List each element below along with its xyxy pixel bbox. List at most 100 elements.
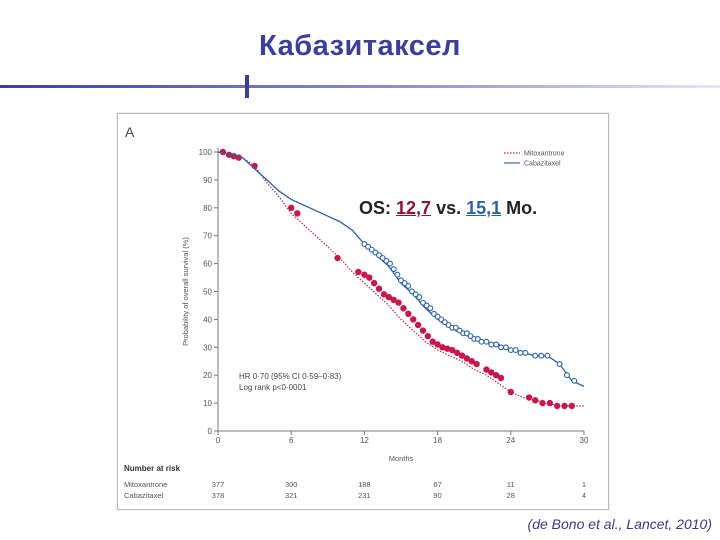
os-value-mitoxantrone: 12,7: [396, 198, 432, 218]
censor-mark-mitoxantrone: [380, 291, 388, 298]
censor-mark-cabazitaxel: [544, 352, 551, 359]
x-tick-label: 18: [433, 436, 442, 445]
risk-count: 377: [212, 480, 225, 489]
censor-mark-mitoxantrone: [546, 399, 554, 407]
censor-mark-mitoxantrone: [539, 399, 546, 407]
censor-mark-cabazitaxel: [556, 361, 563, 367]
censor-mark-mitoxantrone: [419, 327, 427, 334]
os-prefix: OS:: [359, 198, 397, 218]
censor-mark-cabazitaxel: [507, 347, 514, 354]
legend-label-cabazitaxel: Cabazitaxel: [524, 161, 561, 168]
censor-mark-mitoxantrone: [395, 299, 402, 306]
os-middle: vs.: [431, 198, 467, 218]
censor-mark-mitoxantrone: [568, 402, 575, 410]
censor-mark-cabazitaxel: [478, 338, 485, 345]
censor-mark-mitoxantrone: [468, 358, 475, 365]
risk-count: 231: [358, 491, 371, 500]
censor-mark-mitoxantrone: [473, 360, 480, 368]
censor-mark-mitoxantrone: [355, 268, 362, 276]
y-tick-label: 20: [203, 371, 212, 380]
censor-mark-mitoxantrone: [492, 372, 500, 379]
censor-mark-mitoxantrone: [424, 332, 432, 340]
censor-mark-cabazitaxel: [387, 260, 393, 267]
censor-mark-cabazitaxel: [493, 341, 500, 348]
censor-mark-mitoxantrone: [458, 352, 466, 359]
censor-mark-cabazitaxel: [427, 305, 434, 312]
censor-mark-mitoxantrone: [366, 274, 373, 281]
censor-mark-mitoxantrone: [334, 254, 341, 262]
censor-mark-mitoxantrone: [414, 321, 422, 329]
censor-mark-mitoxantrone: [525, 394, 533, 401]
censor-mark-cabazitaxel: [522, 349, 529, 356]
y-tick-label: 80: [203, 204, 212, 213]
censor-mark-cabazitaxel: [517, 349, 524, 356]
panel-letter: A: [125, 124, 135, 140]
censor-mark-mitoxantrone: [400, 305, 407, 312]
censor-mark-mitoxantrone: [449, 346, 456, 354]
risk-row-label: Mitoxantrone: [124, 480, 167, 489]
risk-count: 11: [507, 480, 515, 489]
y-tick-label: 0: [208, 427, 213, 436]
y-tick-label: 10: [203, 399, 212, 408]
censor-mark-mitoxantrone: [429, 338, 436, 345]
x-tick-label: 30: [580, 436, 589, 445]
censor-mark-cabazitaxel: [563, 372, 570, 379]
censor-mark-mitoxantrone: [483, 366, 490, 373]
censor-mark-mitoxantrone: [439, 344, 446, 351]
censor-mark-mitoxantrone: [444, 345, 451, 352]
censor-mark-cabazitaxel: [405, 282, 412, 289]
censor-mark-cabazitaxel: [532, 352, 539, 359]
series-line-cabazitaxel: [217, 151, 585, 387]
censor-mark-mitoxantrone: [497, 374, 505, 382]
y-tick-label: 50: [203, 288, 212, 297]
os-comparison: OS: 12,7 vs. 15,1 Mo.: [357, 198, 540, 219]
legend-label-mitoxantrone: Mitoxantrone: [524, 151, 565, 158]
censor-mark-mitoxantrone: [385, 293, 392, 301]
censor-mark-mitoxantrone: [507, 388, 514, 396]
stats-line: Log rank p<0·0001: [239, 383, 307, 392]
risk-count: 321: [285, 491, 298, 500]
censor-mark-cabazitaxel: [502, 344, 509, 351]
censor-mark-mitoxantrone: [463, 355, 471, 362]
censor-mark-mitoxantrone: [532, 397, 539, 404]
series-line-mitoxantrone: [217, 151, 584, 407]
x-tick-label: 24: [506, 436, 515, 445]
y-tick-label: 70: [203, 232, 212, 241]
censor-mark-cabazitaxel: [488, 341, 495, 348]
censor-mark-mitoxantrone: [561, 402, 568, 410]
x-tick-label: 0: [216, 436, 221, 445]
risk-count: 4: [582, 491, 586, 500]
risk-row-label: Cabazitaxel: [124, 491, 164, 500]
censor-mark-cabazitaxel: [571, 377, 578, 384]
y-tick-label: 40: [203, 315, 212, 324]
censor-mark-cabazitaxel: [512, 347, 519, 354]
risk-count: 378: [212, 491, 225, 500]
stats-line: HR 0·70 (95% CI 0·59–0·83): [239, 372, 342, 381]
risk-count: 300: [285, 480, 298, 489]
censor-mark-mitoxantrone: [405, 310, 412, 318]
y-tick-label: 30: [203, 343, 212, 352]
censor-mark-mitoxantrone: [294, 210, 301, 217]
os-suffix: Mo.: [501, 198, 538, 218]
censor-mark-mitoxantrone: [488, 369, 495, 376]
censor-mark-cabazitaxel: [394, 271, 401, 278]
x-axis-title: Months: [389, 454, 414, 463]
x-tick-label: 12: [360, 436, 369, 445]
censor-mark-mitoxantrone: [553, 402, 561, 410]
risk-count: 90: [433, 491, 441, 500]
censor-mark-mitoxantrone: [390, 296, 397, 304]
risk-table-title: Number at risk: [124, 464, 181, 473]
risk-count: 1: [582, 480, 586, 489]
y-tick-label: 60: [203, 260, 212, 269]
censor-mark-mitoxantrone: [361, 271, 368, 278]
x-tick-label: 6: [289, 436, 294, 445]
censor-mark-mitoxantrone: [375, 285, 383, 292]
risk-count: 28: [507, 491, 515, 500]
y-axis-title: Probability of overall survival (%): [181, 237, 190, 346]
censor-mark-mitoxantrone: [288, 204, 295, 211]
censor-mark-mitoxantrone: [410, 316, 417, 323]
citation: (de Bono et al., Lancet, 2010): [527, 516, 712, 532]
os-value-cabazitaxel: 15,1: [466, 198, 502, 218]
censor-mark-mitoxantrone: [434, 341, 441, 348]
